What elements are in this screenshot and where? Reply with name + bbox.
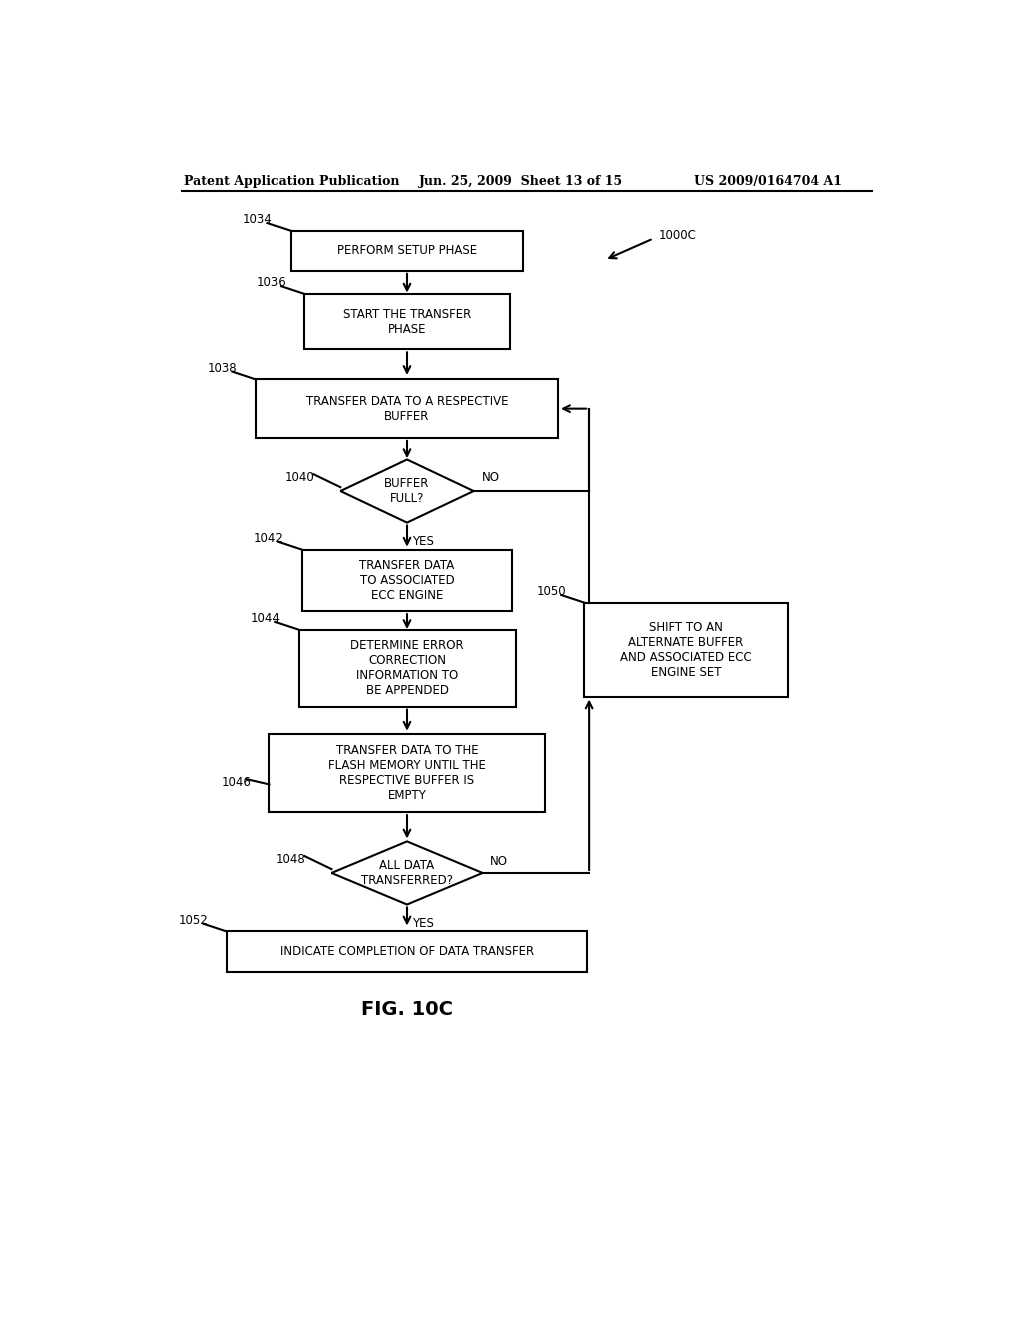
Text: YES: YES [412, 917, 433, 929]
Text: TRANSFER DATA
TO ASSOCIATED
ECC ENGINE: TRANSFER DATA TO ASSOCIATED ECC ENGINE [359, 558, 455, 602]
Text: 1040: 1040 [285, 471, 314, 483]
Text: US 2009/0164704 A1: US 2009/0164704 A1 [693, 176, 842, 189]
Text: Patent Application Publication: Patent Application Publication [183, 176, 399, 189]
FancyBboxPatch shape [302, 549, 512, 611]
Text: 1048: 1048 [275, 853, 305, 866]
FancyBboxPatch shape [585, 603, 787, 697]
Text: DETERMINE ERROR
CORRECTION
INFORMATION TO
BE APPENDED: DETERMINE ERROR CORRECTION INFORMATION T… [350, 639, 464, 697]
Text: INDICATE COMPLETION OF DATA TRANSFER: INDICATE COMPLETION OF DATA TRANSFER [280, 945, 535, 958]
Text: START THE TRANSFER
PHASE: START THE TRANSFER PHASE [343, 308, 471, 335]
Text: NO: NO [481, 471, 500, 483]
Text: 1042: 1042 [254, 532, 284, 545]
Text: 1044: 1044 [251, 612, 281, 626]
Text: 1050: 1050 [537, 585, 566, 598]
FancyBboxPatch shape [226, 932, 587, 972]
Text: 1038: 1038 [208, 362, 238, 375]
Text: BUFFER
FULL?: BUFFER FULL? [384, 477, 430, 506]
FancyBboxPatch shape [256, 379, 558, 438]
Text: 1036: 1036 [256, 276, 286, 289]
FancyBboxPatch shape [269, 734, 545, 812]
Text: FIG. 10C: FIG. 10C [361, 999, 453, 1019]
Text: NO: NO [490, 855, 508, 869]
Text: TRANSFER DATA TO THE
FLASH MEMORY UNTIL THE
RESPECTIVE BUFFER IS
EMPTY: TRANSFER DATA TO THE FLASH MEMORY UNTIL … [328, 744, 486, 801]
Text: YES: YES [412, 535, 433, 548]
Polygon shape [340, 459, 474, 523]
Text: TRANSFER DATA TO A RESPECTIVE
BUFFER: TRANSFER DATA TO A RESPECTIVE BUFFER [306, 395, 508, 422]
Text: SHIFT TO AN
ALTERNATE BUFFER
AND ASSOCIATED ECC
ENGINE SET: SHIFT TO AN ALTERNATE BUFFER AND ASSOCIA… [621, 620, 752, 678]
Text: Jun. 25, 2009  Sheet 13 of 15: Jun. 25, 2009 Sheet 13 of 15 [419, 176, 623, 189]
Text: 1034: 1034 [243, 213, 272, 226]
Polygon shape [332, 841, 482, 904]
Text: PERFORM SETUP PHASE: PERFORM SETUP PHASE [337, 244, 477, 257]
FancyBboxPatch shape [304, 294, 510, 350]
Text: 1000C: 1000C [658, 228, 696, 242]
Text: 1052: 1052 [179, 913, 209, 927]
FancyBboxPatch shape [291, 231, 523, 271]
FancyBboxPatch shape [299, 630, 515, 706]
Text: 1046: 1046 [221, 776, 251, 788]
Text: ALL DATA
TRANSFERRED?: ALL DATA TRANSFERRED? [361, 859, 453, 887]
